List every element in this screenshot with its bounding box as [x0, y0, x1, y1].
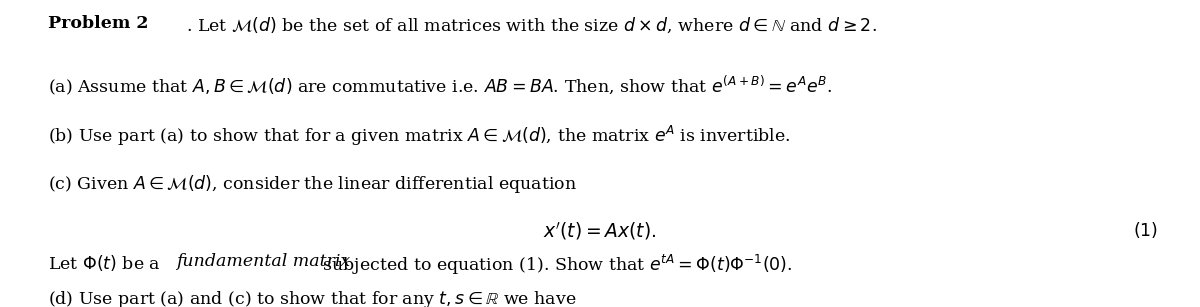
Text: (d) Use part (a) and (c) to show that for any $t, s \in \mathbb{R}$ we have: (d) Use part (a) and (c) to show that fo… [48, 289, 576, 307]
Text: $x'(t) = Ax(t).$: $x'(t) = Ax(t).$ [544, 220, 656, 242]
Text: fundamental matrix: fundamental matrix [176, 253, 350, 270]
Text: Let $\Phi(t)$ be a: Let $\Phi(t)$ be a [48, 253, 161, 273]
Text: subjected to equation (1). Show that $e^{tA} = \Phi(t)\Phi^{-1}(0)$.: subjected to equation (1). Show that $e^… [317, 253, 792, 278]
Text: Problem 2: Problem 2 [48, 15, 149, 32]
Text: (a) Assume that $A, B \in \mathcal{M}(d)$ are commutative i.e. $AB = BA$. Then, : (a) Assume that $A, B \in \mathcal{M}(d)… [48, 74, 833, 97]
Text: . Let $\mathcal{M}(d)$ be the set of all matrices with the size $d \times d$, wh: . Let $\mathcal{M}(d)$ be the set of all… [186, 15, 877, 35]
Text: (b) Use part (a) to show that for a given matrix $A \in \mathcal{M}(d)$, the mat: (b) Use part (a) to show that for a give… [48, 124, 791, 149]
Text: $(1)$: $(1)$ [1133, 220, 1158, 239]
Text: (c) Given $A \in \mathcal{M}(d)$, consider the linear differential equation: (c) Given $A \in \mathcal{M}(d)$, consid… [48, 173, 577, 196]
